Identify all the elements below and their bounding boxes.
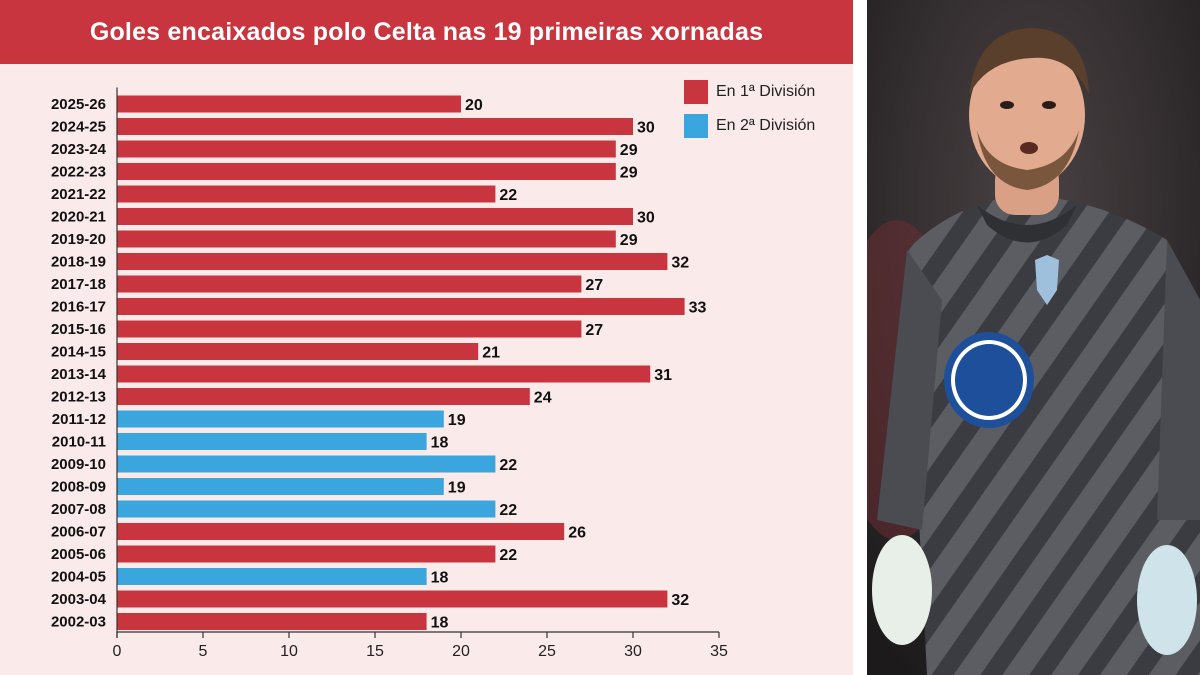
bar-2011-12 bbox=[117, 410, 444, 428]
value-label: 32 bbox=[671, 592, 689, 609]
x-tick-label: 35 bbox=[710, 643, 728, 660]
value-label: 22 bbox=[499, 547, 517, 564]
category-label: 2005-06 bbox=[51, 546, 106, 563]
legend-item-primera: En 1ª División bbox=[684, 80, 815, 104]
legend-label-segunda: En 2ª División bbox=[716, 117, 816, 134]
x-tick-label: 25 bbox=[538, 643, 556, 660]
x-tick-label: 15 bbox=[366, 643, 384, 660]
category-label: 2009-10 bbox=[51, 456, 106, 473]
category-label: 2007-08 bbox=[51, 501, 106, 518]
category-label: 2023-24 bbox=[51, 141, 107, 158]
legend-item-segunda: En 2ª División bbox=[684, 114, 815, 138]
bar-2013-14 bbox=[117, 365, 651, 383]
category-label: 2003-04 bbox=[51, 591, 107, 608]
bar-2004-05 bbox=[117, 568, 427, 585]
bar-2012-13 bbox=[117, 388, 530, 405]
category-label: 2014-15 bbox=[51, 344, 106, 361]
category-label: 2020-21 bbox=[51, 209, 106, 226]
bar-2009-10 bbox=[117, 455, 496, 473]
value-label: 26 bbox=[568, 525, 586, 542]
x-tick-label: 0 bbox=[113, 643, 122, 660]
category-label: 2022-23 bbox=[51, 164, 106, 181]
category-label: 2006-07 bbox=[51, 524, 106, 541]
x-tick-label: 30 bbox=[624, 643, 642, 660]
category-label: 2013-14 bbox=[51, 366, 107, 383]
category-label: 2010-11 bbox=[52, 434, 106, 451]
bar-2008-09 bbox=[117, 478, 444, 495]
chart-title: Goles encaixados polo Celta nas 19 prime… bbox=[0, 0, 853, 64]
value-label: 29 bbox=[620, 142, 638, 159]
bar-2021-22 bbox=[117, 185, 496, 203]
category-label: 2016-17 bbox=[51, 299, 106, 316]
bar-2017-18 bbox=[117, 275, 582, 293]
category-label: 2024-25 bbox=[51, 119, 106, 136]
value-label: 18 bbox=[431, 570, 449, 587]
bar-2002-03 bbox=[117, 613, 427, 630]
goalkeeper-photo bbox=[867, 0, 1200, 675]
legend-swatch-segunda bbox=[684, 114, 708, 138]
bar-2005-06 bbox=[117, 545, 496, 563]
value-label: 21 bbox=[482, 345, 500, 362]
value-label: 18 bbox=[431, 615, 449, 632]
bar-2016-17 bbox=[117, 298, 685, 315]
category-label: 2017-18 bbox=[51, 276, 106, 293]
bar-2020-21 bbox=[117, 208, 633, 225]
bar-2025-26 bbox=[117, 95, 461, 113]
bar-2014-15 bbox=[117, 343, 479, 360]
bar-2019-20 bbox=[117, 230, 616, 248]
value-label: 27 bbox=[585, 322, 603, 339]
bar-2006-07 bbox=[117, 523, 565, 540]
category-label: 2018-19 bbox=[51, 254, 106, 271]
value-label: 24 bbox=[534, 390, 552, 407]
legend-swatch-primera bbox=[684, 80, 708, 104]
category-label: 2002-03 bbox=[51, 614, 106, 631]
category-label: 2011-12 bbox=[52, 411, 106, 428]
category-label: 2019-20 bbox=[51, 231, 106, 248]
goalkeeper-illustration bbox=[867, 0, 1200, 675]
bar-2003-04 bbox=[117, 590, 668, 608]
value-label: 33 bbox=[689, 300, 707, 317]
value-label: 29 bbox=[620, 232, 638, 249]
category-label: 2012-13 bbox=[51, 389, 106, 406]
bar-2022-23 bbox=[117, 163, 616, 180]
value-label: 32 bbox=[671, 255, 689, 272]
bar-2024-25 bbox=[117, 118, 633, 135]
value-label: 19 bbox=[448, 480, 466, 497]
value-label: 22 bbox=[499, 457, 517, 474]
value-label: 31 bbox=[654, 367, 672, 384]
bar-2015-16 bbox=[117, 320, 582, 338]
legend: En 1ª División En 2ª División bbox=[684, 80, 815, 148]
bar-2023-24 bbox=[117, 140, 616, 158]
value-label: 20 bbox=[465, 97, 483, 114]
value-label: 27 bbox=[585, 277, 603, 294]
bar-2010-11 bbox=[117, 433, 427, 450]
category-label: 2025-26 bbox=[51, 96, 106, 113]
value-label: 29 bbox=[620, 165, 638, 182]
category-label: 2008-09 bbox=[51, 479, 106, 496]
bar-2018-19 bbox=[117, 253, 668, 270]
category-label: 2021-22 bbox=[51, 186, 106, 203]
x-tick-label: 10 bbox=[280, 643, 298, 660]
x-tick-label: 5 bbox=[199, 643, 208, 660]
value-label: 18 bbox=[431, 435, 449, 452]
legend-label-primera: En 1ª División bbox=[716, 83, 816, 100]
chart-panel: Goles encaixados polo Celta nas 19 prime… bbox=[0, 0, 853, 675]
category-label: 2015-16 bbox=[51, 321, 106, 338]
value-label: 30 bbox=[637, 210, 655, 227]
value-label: 22 bbox=[499, 187, 517, 204]
value-label: 30 bbox=[637, 120, 655, 137]
value-label: 19 bbox=[448, 412, 466, 429]
x-tick-label: 20 bbox=[452, 643, 470, 660]
value-label: 22 bbox=[499, 502, 517, 519]
category-label: 2004-05 bbox=[51, 569, 106, 586]
bar-2007-08 bbox=[117, 500, 496, 518]
